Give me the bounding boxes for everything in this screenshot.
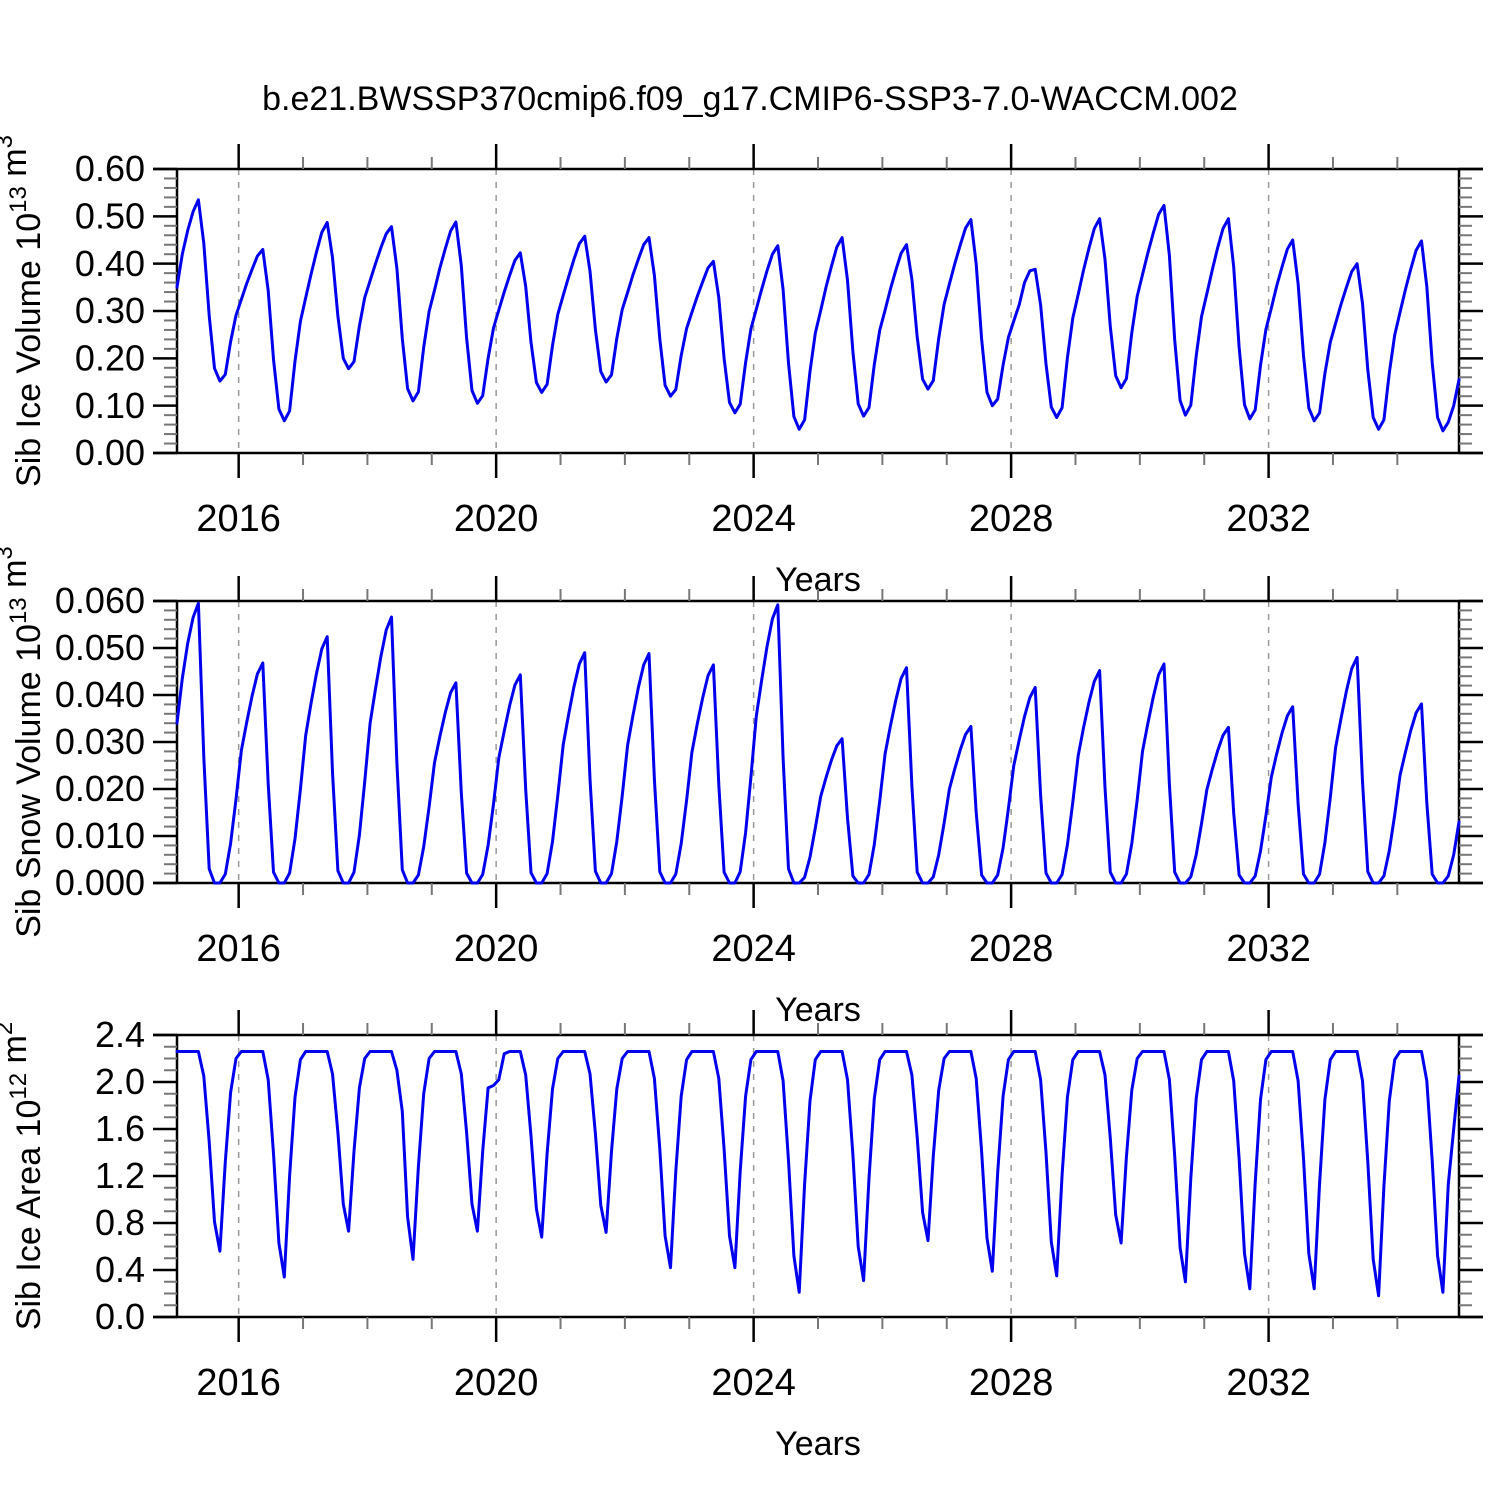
y-tick-label: 1.6 bbox=[95, 1108, 145, 1149]
x-axis-title: Years bbox=[775, 991, 861, 1029]
x-tick-label: 2032 bbox=[1226, 1362, 1311, 1404]
y-tick-label: 0.050 bbox=[55, 627, 145, 668]
y-tick-label: 2.0 bbox=[95, 1061, 145, 1102]
y-tick-label: 0.040 bbox=[55, 674, 145, 715]
y-tick-label: 0.8 bbox=[95, 1202, 145, 1243]
x-tick-label: 2028 bbox=[969, 498, 1054, 540]
y-axis-title: Sib Ice Volume 1013 m3 bbox=[0, 135, 48, 487]
y-tick-label: 0.00 bbox=[75, 432, 145, 473]
panel-bottom: 0.0 0.4 0.8 1.2 1.6 2.0 2.4 2016 2020 2024 2028 203… bbox=[0, 1010, 1483, 1463]
y-axis-title: Sib Ice Area 1012 m2 bbox=[0, 1022, 48, 1330]
series-line-top bbox=[175, 198, 1461, 433]
y-tick-label: 0.30 bbox=[75, 290, 145, 331]
y-tick-label: 2.4 bbox=[95, 1014, 145, 1055]
y-tick-label: 1.2 bbox=[95, 1155, 145, 1196]
x-tick-label: 2020 bbox=[454, 498, 539, 540]
y-tick-label: 0.10 bbox=[75, 385, 145, 426]
y-tick-label: 0.20 bbox=[75, 338, 145, 379]
x-tick-label: 2028 bbox=[969, 1362, 1054, 1404]
y-tick-label: 0.060 bbox=[55, 580, 145, 621]
y-axis-title: Sib Snow Volume 1013 m3 bbox=[0, 546, 48, 938]
y-tick-label: 0.020 bbox=[55, 768, 145, 809]
panel-top: 0.00 0.10 0.20 0.30 0.40 0.50 0.60 2016 2020 2024… bbox=[0, 135, 1483, 599]
panel-middle: 0.000 0.010 0.020 0.030 0.040 0.050 0.060 2016 2… bbox=[0, 546, 1483, 1029]
x-tick-label: 2016 bbox=[196, 498, 281, 540]
x-tick-label: 2020 bbox=[454, 928, 539, 970]
y-tick-label: 0.4 bbox=[95, 1249, 145, 1290]
x-tick-label: 2024 bbox=[711, 1362, 796, 1404]
y-tick-label: 0.60 bbox=[75, 148, 145, 189]
series-line-middle bbox=[175, 601, 1461, 885]
y-tick-label: 0.000 bbox=[55, 862, 145, 903]
y-tick-label: 0.010 bbox=[55, 815, 145, 856]
x-tick-label: 2020 bbox=[454, 1362, 539, 1404]
x-tick-label: 2032 bbox=[1226, 498, 1311, 540]
panels-group: 0.00 0.10 0.20 0.30 0.40 0.50 0.60 2016 2020 2024… bbox=[0, 135, 1483, 1463]
x-tick-label: 2028 bbox=[969, 928, 1054, 970]
y-tick-label: 0.030 bbox=[55, 721, 145, 762]
y-tick-label: 0.50 bbox=[75, 196, 145, 237]
x-axis-title: Years bbox=[775, 1425, 861, 1463]
series-line-bottom bbox=[175, 1050, 1461, 1298]
x-tick-label: 2024 bbox=[711, 498, 796, 540]
x-tick-label: 2016 bbox=[196, 1362, 281, 1404]
x-tick-label: 2016 bbox=[196, 928, 281, 970]
x-tick-label: 2032 bbox=[1226, 928, 1311, 970]
y-tick-label: 0.40 bbox=[75, 243, 145, 284]
figure-title: b.e21.BWSSP370cmip6.f09_g17.CMIP6-SSP3-7… bbox=[262, 80, 1238, 118]
y-tick-label: 0.0 bbox=[95, 1296, 145, 1337]
x-tick-label: 2024 bbox=[711, 928, 796, 970]
